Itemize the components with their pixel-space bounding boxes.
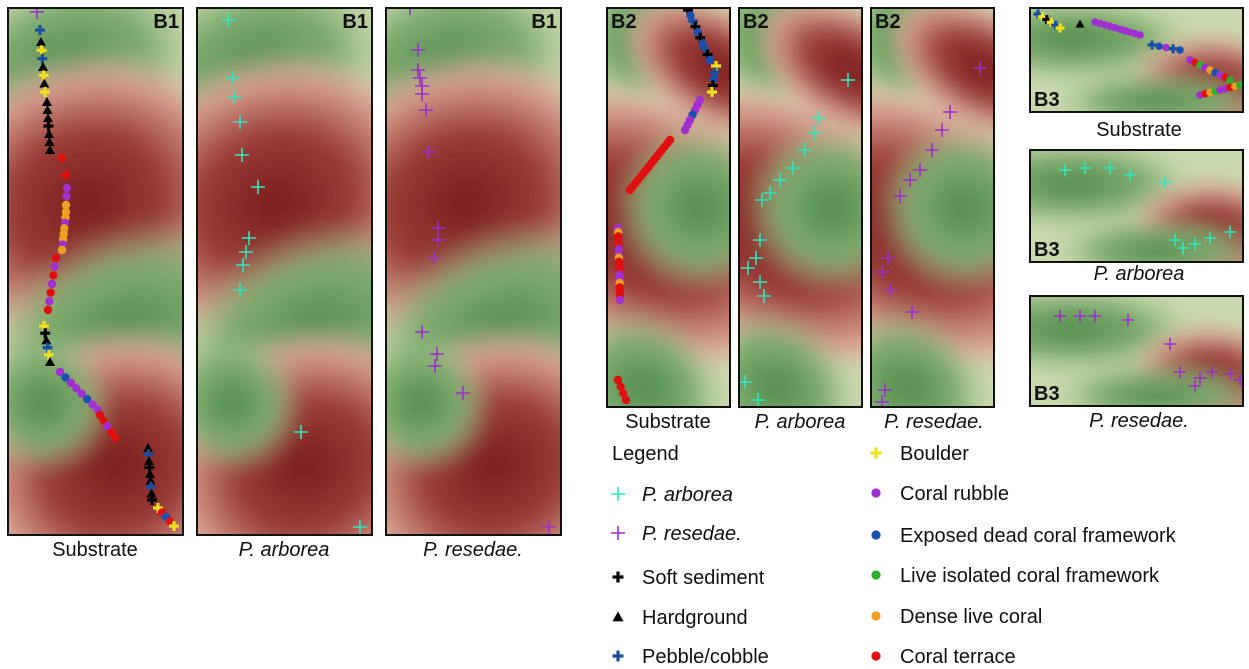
panel-label: B3	[1034, 383, 1060, 405]
legend-item: Coral rubble	[871, 483, 1009, 505]
legend-item: P. resedae.	[611, 523, 742, 545]
marker	[1155, 42, 1163, 50]
legend-item: Boulder	[871, 443, 970, 465]
panel-label: B1	[531, 11, 557, 33]
legend-label: Coral rubble	[900, 483, 1009, 505]
marker	[681, 126, 689, 134]
legend-item: Soft sediment	[613, 567, 765, 589]
marker	[611, 526, 625, 540]
marker	[62, 192, 70, 200]
marker	[871, 651, 880, 660]
panel-caption: P. arborea	[755, 411, 846, 433]
marker	[871, 570, 880, 579]
panel-label: B1	[342, 11, 368, 33]
legend-label: Exposed dead coral framework	[900, 525, 1177, 547]
legend-label: Coral terrace	[900, 646, 1016, 668]
legend-item: Hardground	[613, 607, 748, 629]
marker	[44, 306, 52, 314]
marker	[626, 186, 634, 194]
panel-label: B1	[153, 11, 179, 33]
marker	[706, 56, 714, 64]
legend-item: Live isolated coral framework	[871, 565, 1160, 587]
panel-label: B2	[611, 11, 637, 33]
panel-caption: Substrate	[625, 411, 711, 433]
marker	[622, 396, 630, 404]
marker	[58, 246, 66, 254]
panel-caption: P. resedae.	[423, 539, 523, 561]
legend-label: Soft sediment	[642, 567, 765, 589]
marker	[611, 487, 625, 501]
panel-label: B3	[1034, 239, 1060, 261]
marker	[616, 296, 624, 304]
marker	[46, 288, 54, 296]
panel-caption: P. resedae.	[1089, 410, 1189, 432]
marker	[45, 297, 53, 305]
legend-item: Dense live coral	[871, 606, 1042, 628]
legend-label: Dense live coral	[900, 606, 1042, 628]
legend-item: P. arborea	[611, 484, 733, 506]
panel-label: B2	[743, 11, 769, 33]
panel-caption: P. resedae.	[884, 411, 984, 433]
marker	[48, 280, 56, 288]
legend-label: Boulder	[900, 443, 969, 465]
marker	[613, 572, 624, 583]
panel-caption: Substrate	[1096, 119, 1182, 141]
marker	[613, 612, 624, 622]
legend-label: Live isolated coral framework	[900, 565, 1160, 587]
legend-label: P. arborea	[642, 484, 733, 506]
legend-item: Exposed dead coral framework	[871, 525, 1176, 547]
marker	[63, 184, 71, 192]
marker	[1136, 31, 1144, 39]
marker	[871, 611, 880, 620]
marker	[1176, 46, 1184, 54]
legend-item: Coral terrace	[871, 646, 1015, 668]
panel-caption: P. arborea	[1094, 263, 1185, 285]
panel-label: B2	[875, 11, 901, 33]
marker	[111, 434, 119, 442]
legend-title: Legend	[612, 443, 679, 465]
panel-caption: P. arborea	[239, 539, 330, 561]
marker	[49, 271, 57, 279]
marker	[52, 254, 60, 262]
marker	[613, 651, 624, 662]
marker	[871, 488, 880, 497]
marker	[1226, 76, 1234, 84]
legend-item: Pebble/cobble	[613, 646, 769, 668]
panel-label: B3	[1034, 89, 1060, 111]
marker	[871, 448, 882, 459]
legend-label: P. resedae.	[642, 523, 742, 545]
marker	[62, 171, 70, 179]
marker	[58, 154, 66, 162]
marker	[871, 530, 880, 539]
marker	[50, 262, 58, 270]
panel-caption: Substrate	[52, 539, 138, 561]
legend-label: Pebble/cobble	[642, 646, 769, 668]
legend-label: Hardground	[642, 607, 748, 629]
figure: Legend B1 Substrate B1 P. arborea B1 P. resed…	[0, 0, 1249, 669]
